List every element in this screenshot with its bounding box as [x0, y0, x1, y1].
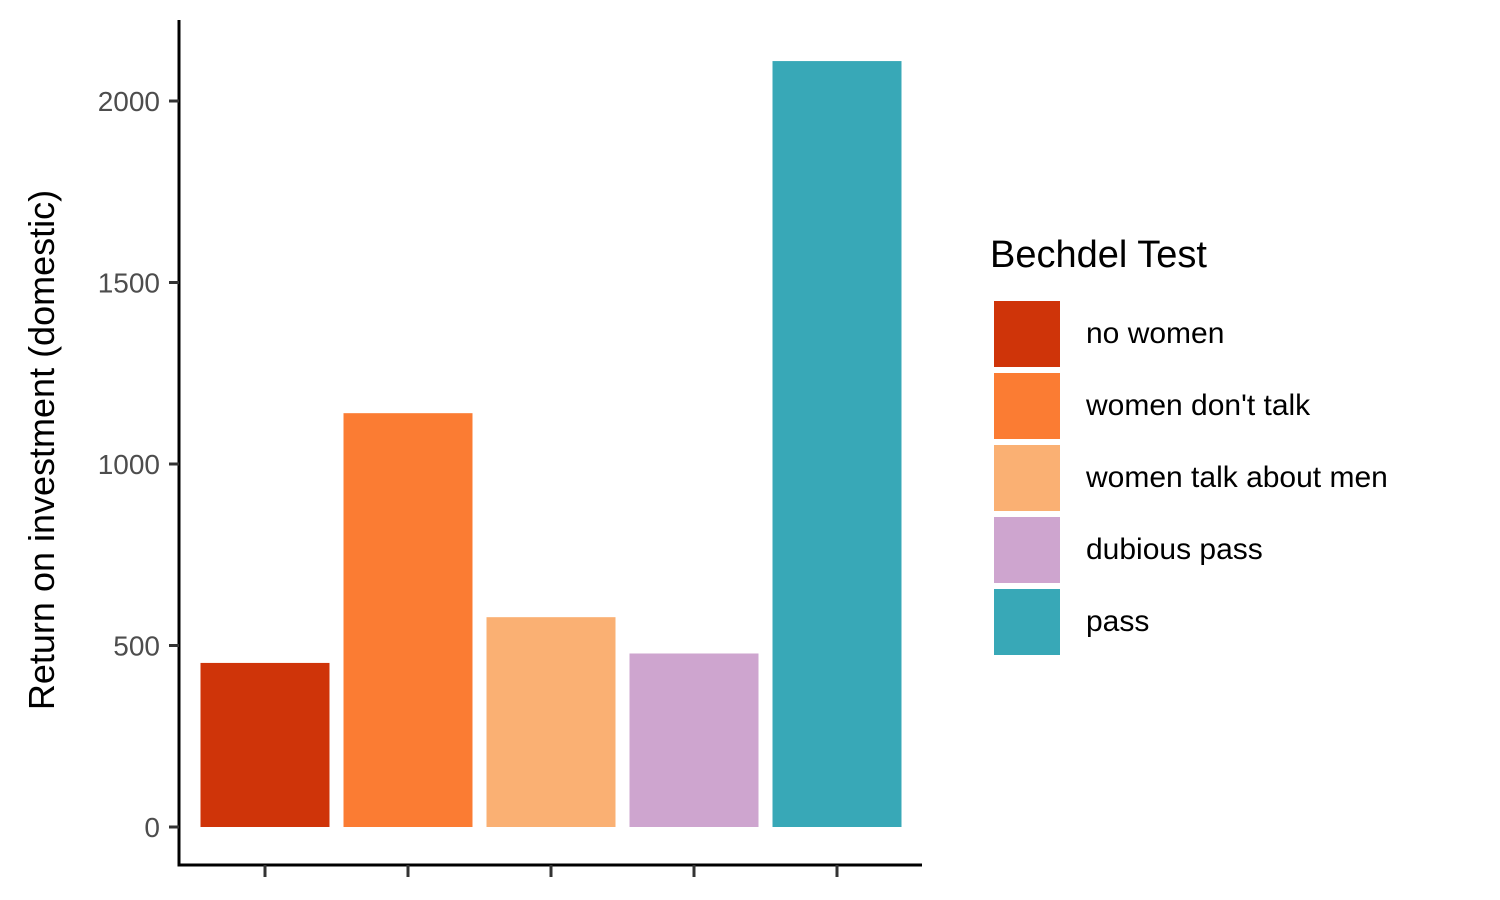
legend-label: no women	[1086, 317, 1225, 350]
legend-label: pass	[1086, 605, 1150, 638]
legend-item: dubious pass	[990, 514, 1388, 586]
legend-key	[994, 589, 1060, 655]
bar-no-women	[200, 662, 330, 827]
y-tick-label: 2000	[98, 86, 160, 117]
y-tick-label: 1000	[98, 449, 160, 480]
bars-group	[200, 61, 902, 827]
legend-label: dubious pass	[1086, 533, 1263, 566]
legend-key	[994, 301, 1060, 367]
bar-women-talk-about-men	[486, 617, 616, 827]
y-tick-label: 0	[144, 812, 160, 843]
legend-item: women talk about men	[990, 442, 1388, 514]
bar-pass	[772, 61, 902, 827]
y-axis-title: Return on investment (domestic)	[21, 190, 62, 710]
y-axis: 0 500 1000 1500 2000	[98, 20, 181, 865]
legend-key	[994, 517, 1060, 583]
legend-item: women don't talk	[990, 370, 1388, 442]
x-axis	[177, 863, 922, 877]
legend-key	[994, 373, 1060, 439]
legend-key	[994, 445, 1060, 511]
legend-item: pass	[990, 586, 1388, 658]
legend-items: no women women don't talk women talk about…	[990, 298, 1388, 658]
legend-item: no women	[990, 298, 1388, 370]
bar-women-don-t-talk	[343, 413, 473, 827]
bar-dubious-pass	[629, 653, 759, 827]
y-tick-label: 1500	[98, 268, 160, 299]
legend: Bechdel Test no women women don't talk wom…	[990, 230, 1388, 658]
legend-label: women talk about men	[1086, 461, 1388, 494]
y-tick-label: 500	[113, 631, 160, 662]
legend-label: women don't talk	[1086, 389, 1311, 422]
legend-title: Bechdel Test	[990, 234, 1207, 276]
